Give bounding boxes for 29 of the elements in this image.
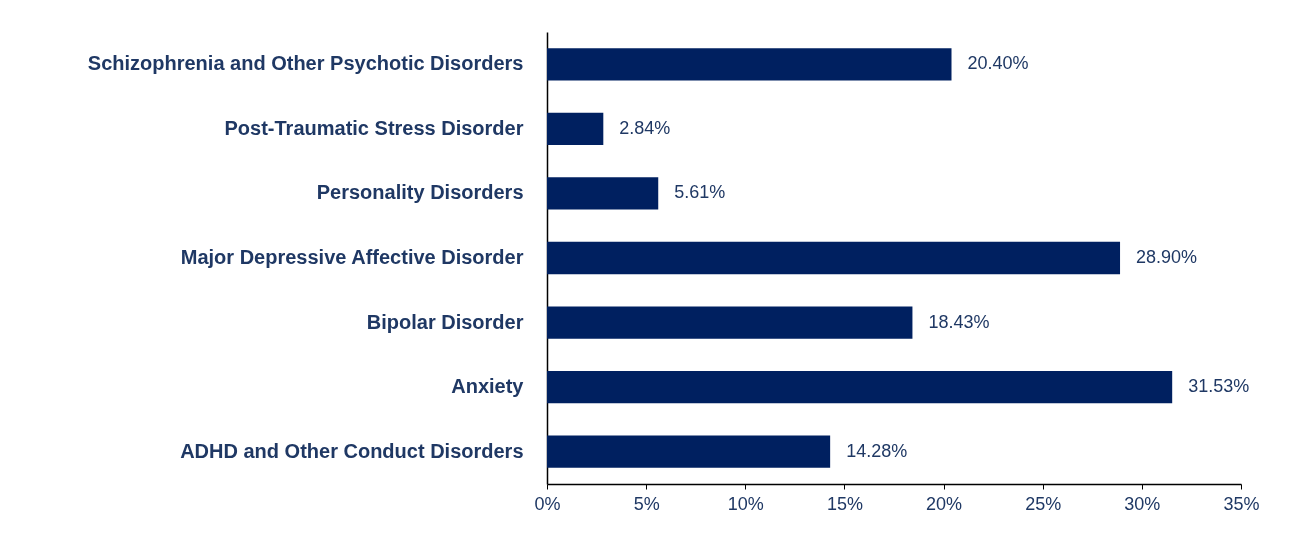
bar	[547, 112, 604, 145]
x-tick-label: 10%	[727, 493, 764, 514]
data-label: 2.84%	[619, 117, 671, 138]
bar	[547, 371, 1173, 404]
data-label: 5.61%	[674, 182, 726, 203]
y-tick-label: Personality Disorders	[316, 181, 524, 204]
bar	[547, 241, 1121, 275]
y-tick-label: ADHD and Other Conduct Disorders	[180, 439, 524, 462]
bar	[547, 435, 831, 468]
x-tick-label: 5%	[633, 493, 660, 514]
y-tick-label: Bipolar Disorder	[366, 310, 524, 333]
x-tick-label: 20%	[926, 493, 963, 514]
data-label: 14.28%	[846, 440, 908, 461]
x-tick-label: 25%	[1025, 493, 1062, 514]
bar	[547, 48, 952, 81]
y-tick-label: Schizophrenia and Other Psychotic Disorders	[87, 52, 524, 75]
x-tick-label: 15%	[826, 493, 863, 514]
data-label: 31.53%	[1188, 376, 1250, 397]
x-tick-label: 35%	[1223, 493, 1260, 514]
data-label: 28.90%	[1136, 247, 1198, 267]
data-label: 18.43%	[928, 311, 990, 332]
y-tick-label: Major Depressive Affective Disorder	[180, 246, 524, 268]
data-label: 20.40%	[967, 53, 1029, 74]
y-tick-label: Anxiety	[451, 375, 525, 398]
y-tick-label: Post-Traumatic Stress Disorder	[224, 116, 524, 139]
x-tick-label: 0%	[534, 493, 561, 514]
x-tick-label: 30%	[1124, 493, 1161, 514]
bar	[547, 177, 659, 210]
bar	[547, 306, 913, 339]
